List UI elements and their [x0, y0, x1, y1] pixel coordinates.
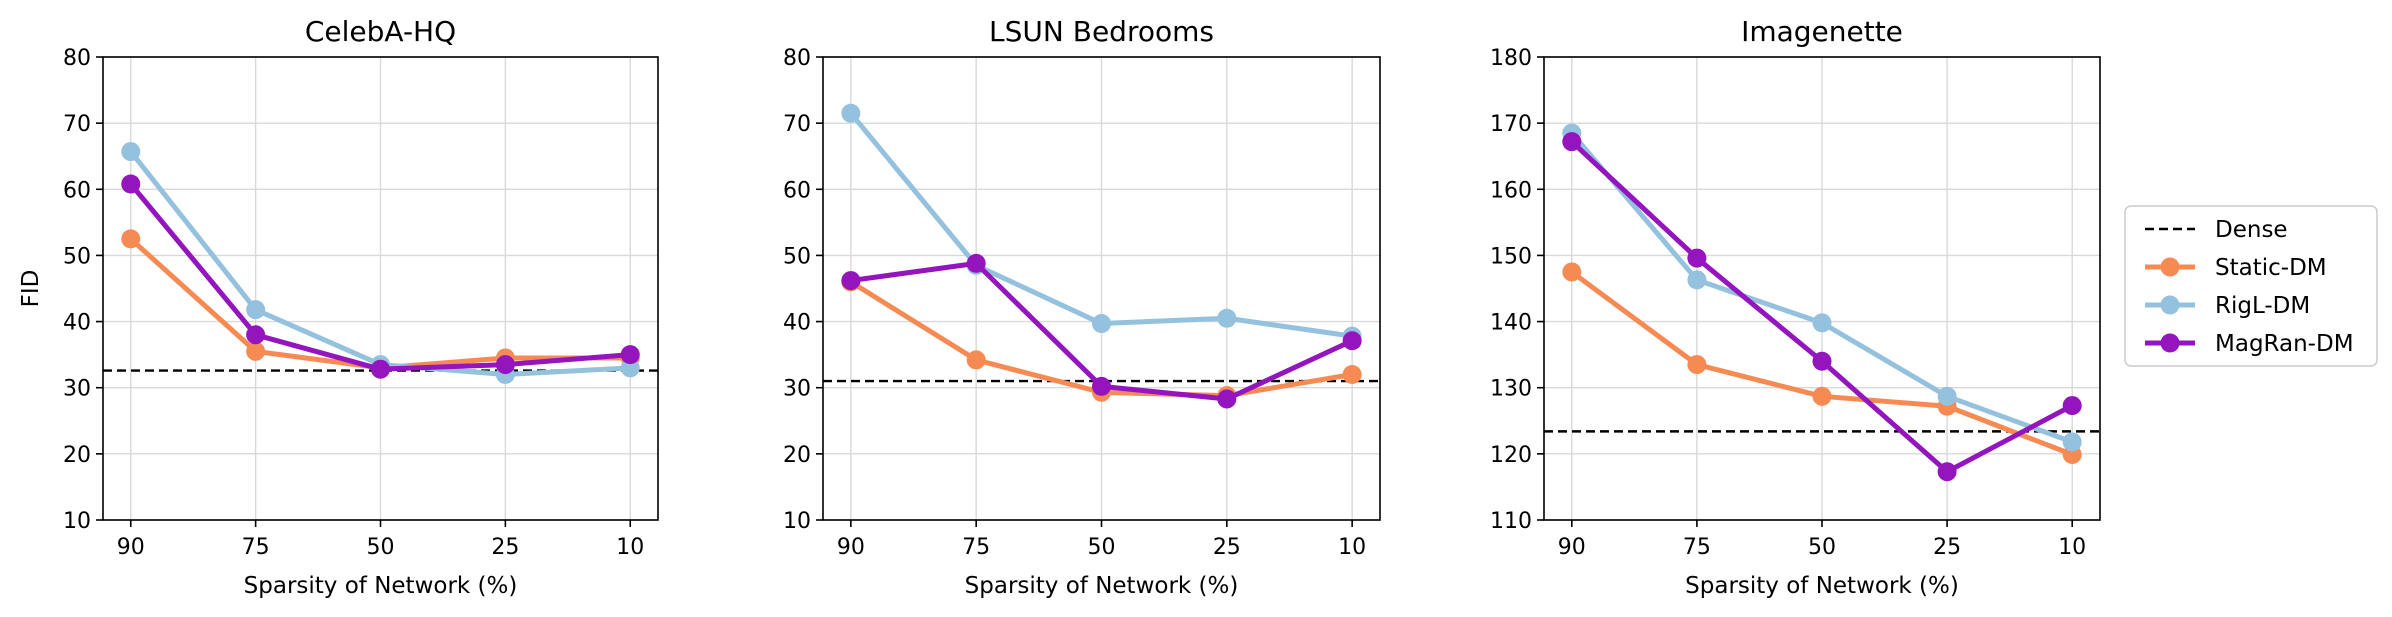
- y-tick-label: 140: [1490, 311, 1532, 336]
- x-tick-label: 90: [117, 535, 145, 560]
- point-rigl-dm: [1687, 270, 1707, 290]
- point-magran-dm: [2062, 396, 2082, 416]
- x-tick-label: 10: [1338, 535, 1366, 560]
- x-tick-label: 10: [616, 535, 644, 560]
- point-rigl-dm: [841, 103, 861, 123]
- x-tick-label: 25: [1933, 535, 1961, 560]
- y-tick-label: 180: [1490, 46, 1532, 71]
- point-rigl-dm: [2062, 432, 2082, 452]
- point-static-dm: [1342, 364, 1362, 384]
- panel-celeba-hq: 10 20 30 40 50 60 70 80 90 75 50 25 10 CelebA-HQ Spars…: [18, 15, 659, 599]
- x-tick-label: 90: [1558, 535, 1586, 560]
- y-axis-label: FID: [18, 270, 44, 308]
- point-magran-dm: [1342, 331, 1362, 351]
- legend-entry-magran-dm: MagRan-DM: [2145, 331, 2354, 357]
- point-magran-dm: [495, 355, 515, 375]
- point-rigl-dm: [1217, 308, 1237, 328]
- panel-title: LSUN Bedrooms: [989, 15, 1214, 48]
- y-tick-label: 80: [783, 46, 811, 71]
- x-tick-label: 25: [1213, 535, 1241, 560]
- plot-frame: [102, 56, 659, 521]
- y-tick-label: 70: [63, 112, 91, 137]
- point-static-dm: [1812, 386, 1832, 406]
- point-static-dm: [1562, 262, 1582, 282]
- plot-frame: [822, 56, 1381, 521]
- y-tick-label: 30: [63, 377, 91, 402]
- legend-entry-static-dm: Static-DM: [2145, 255, 2327, 281]
- y-tick-label: 40: [783, 311, 811, 336]
- legend-marker: [2160, 333, 2180, 353]
- point-rigl-dm: [1937, 386, 1957, 406]
- point-rigl-dm: [1812, 313, 1832, 333]
- panel-title: CelebA-HQ: [305, 15, 456, 48]
- x-tick-label: 50: [1808, 535, 1836, 560]
- y-tick-label: 170: [1490, 112, 1532, 137]
- x-tick-label: 75: [1683, 535, 1711, 560]
- point-magran-dm: [620, 345, 640, 365]
- legend-marker: [2160, 295, 2180, 315]
- y-tick-label: 130: [1490, 377, 1532, 402]
- y-tick-label: 40: [63, 311, 91, 336]
- x-axis-label: Sparsity of Network (%): [1685, 573, 1959, 599]
- point-magran-dm: [1687, 248, 1707, 268]
- y-tick-label: 110: [1490, 509, 1532, 534]
- point-magran-dm: [246, 325, 266, 345]
- y-tick-label: 60: [63, 178, 91, 203]
- legend-entry-rigl-dm: RigL-DM: [2145, 293, 2310, 319]
- point-rigl-dm: [121, 142, 141, 162]
- point-static-dm: [966, 350, 986, 370]
- y-tick-label: 160: [1490, 178, 1532, 203]
- y-tick-label: 10: [63, 509, 91, 534]
- panel-title: Imagenette: [1741, 15, 1903, 48]
- legend-label: Dense: [2215, 217, 2288, 243]
- y-tick-label: 20: [63, 443, 91, 468]
- y-tick-label: 10: [783, 509, 811, 534]
- point-magran-dm: [841, 271, 861, 291]
- plot-frame: [1543, 56, 2101, 521]
- x-tick-label: 75: [962, 535, 990, 560]
- y-tick-label: 70: [783, 112, 811, 137]
- y-tick-label: 60: [783, 178, 811, 203]
- legend-entry-dense: Dense: [2145, 217, 2288, 243]
- y-tick-label: 150: [1490, 244, 1532, 269]
- point-rigl-dm: [246, 300, 266, 320]
- legend-label: RigL-DM: [2215, 293, 2310, 319]
- panel-imagenette: 110 120 130 140 150 160 170 180 90 75 50 25 10 Imagen…: [1490, 15, 2101, 599]
- point-rigl-dm: [1092, 314, 1111, 334]
- y-tick-label: 20: [783, 443, 811, 468]
- point-static-dm: [121, 229, 141, 249]
- legend-label: MagRan-DM: [2215, 331, 2354, 357]
- legend: Dense Static-DM RigL-DM MagRan-DM: [2124, 205, 2378, 367]
- point-static-dm: [1687, 355, 1707, 375]
- legend-marker: [2160, 257, 2180, 277]
- point-magran-dm: [966, 253, 986, 273]
- point-magran-dm: [1092, 376, 1111, 396]
- x-tick-label: 50: [1088, 535, 1116, 560]
- x-tick-label: 90: [837, 535, 865, 560]
- x-axis-label: Sparsity of Network (%): [965, 573, 1239, 599]
- point-rigl-dm: [620, 358, 640, 378]
- point-magran-dm: [121, 174, 141, 194]
- x-tick-label: 10: [2058, 535, 2086, 560]
- point-magran-dm: [1812, 351, 1832, 371]
- point-static-dm: [246, 341, 266, 361]
- legend-frame: [2124, 205, 2378, 367]
- y-tick-label: 50: [63, 244, 91, 269]
- point-magran-dm: [1562, 132, 1582, 152]
- point-magran-dm: [371, 359, 390, 379]
- x-axis-label: Sparsity of Network (%): [244, 573, 518, 599]
- legend-label: Static-DM: [2215, 255, 2327, 281]
- point-magran-dm: [1217, 389, 1237, 409]
- y-tick-label: 50: [783, 244, 811, 269]
- x-tick-label: 75: [242, 535, 270, 560]
- y-tick-label: 30: [783, 377, 811, 402]
- y-tick-label: 120: [1490, 443, 1532, 468]
- x-tick-label: 50: [367, 535, 395, 560]
- y-tick-label: 80: [63, 46, 91, 71]
- point-magran-dm: [1937, 462, 1957, 482]
- x-tick-label: 25: [491, 535, 519, 560]
- panel-lsun-bedrooms: 10 20 30 40 50 60 70 80 90 75 50 25 10 LSUN Bedrooms S…: [783, 15, 1381, 599]
